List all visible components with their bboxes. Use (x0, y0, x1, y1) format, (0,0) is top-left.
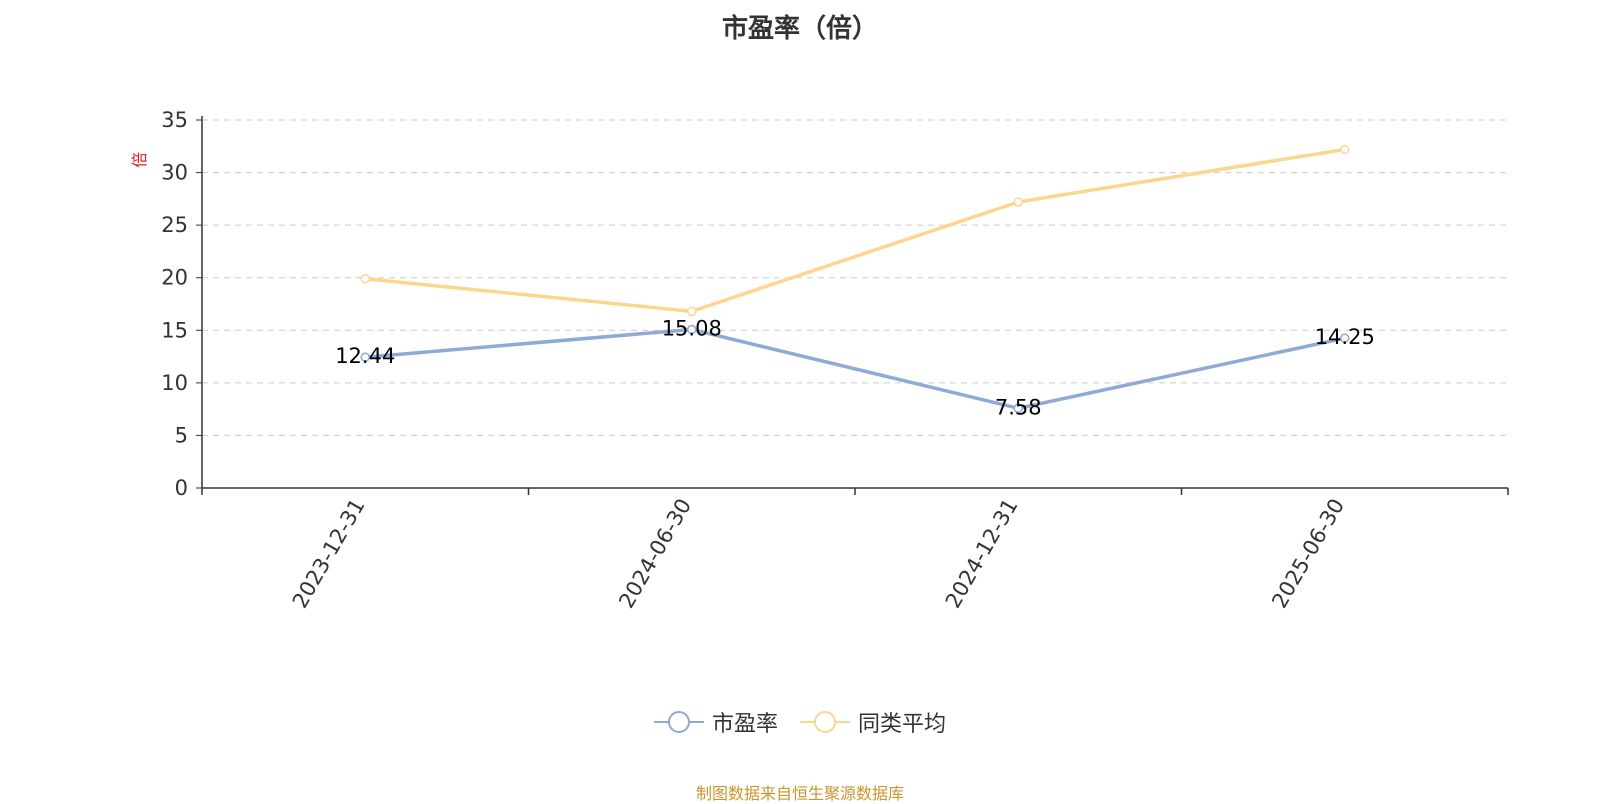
x-tick-label: 2023-12-31 (288, 495, 370, 613)
series-line (365, 327, 1346, 411)
data-point (687, 306, 697, 317)
data-label: 7.58 (995, 395, 1042, 419)
legend-line-circle-icon (653, 711, 704, 733)
x-tick-label: 2024-12-31 (941, 495, 1023, 613)
data-point (1013, 403, 1023, 414)
x-tick-label: 2025-06-30 (1267, 495, 1349, 613)
y-tick-label: 5 (175, 423, 188, 447)
legend: 市盈率 同类平均 (0, 706, 1600, 738)
y-tick-label: 30 (161, 161, 188, 185)
data-point (360, 352, 370, 362)
source-note: 制图数据来自恒生聚源数据库 (695, 784, 904, 803)
legend-label: 市盈率 (711, 712, 778, 737)
data-point (1340, 144, 1350, 155)
data-label: 12.44 (335, 344, 395, 368)
y-tick-label: 15 (161, 318, 188, 342)
y-tick-label: 25 (161, 213, 188, 237)
chart-title: 市盈率（倍） (721, 14, 878, 44)
series-line (365, 147, 1346, 314)
data-label: 15.08 (662, 316, 722, 340)
data-point (1013, 197, 1023, 207)
y-tick-label: 20 (161, 266, 188, 290)
x-tick-label: 2024-06-30 (614, 495, 696, 613)
legend-label: 同类平均 (858, 712, 947, 737)
legend-line-circle-icon (800, 711, 850, 733)
label-layer: 12.44 15.08 7.58 14.25 (335, 316, 1375, 419)
y-tick-label: 0 (175, 476, 188, 500)
data-point (687, 324, 697, 335)
legend-item-peer-average[interactable]: 同类平均 (800, 706, 946, 738)
data-point (1340, 333, 1350, 343)
grid-layer (202, 119, 1508, 436)
y-axis-label: 倍 (130, 152, 149, 168)
data-point (360, 274, 370, 284)
y-tick-label: 35 (161, 108, 188, 132)
legend-item-pe[interactable]: 市盈率 (653, 706, 778, 738)
data-label: 14.25 (1315, 325, 1375, 349)
series-layer (360, 144, 1350, 414)
y-tick-label: 10 (161, 371, 188, 395)
